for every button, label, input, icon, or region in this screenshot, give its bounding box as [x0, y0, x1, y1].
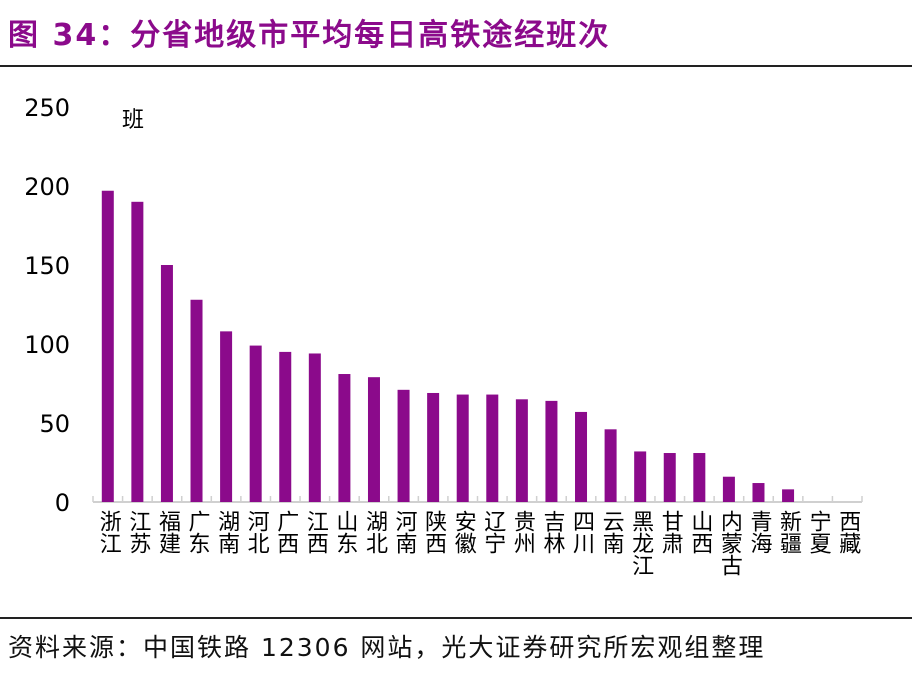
- x-tick-label: 青海: [746, 510, 772, 554]
- bar-浙江: [101, 190, 114, 503]
- bar-甘肃: [663, 453, 676, 502]
- bar-江苏: [131, 201, 144, 503]
- x-tick-label: 四川: [569, 510, 595, 554]
- x-tick-label: 内蒙古: [716, 510, 742, 576]
- bar-山西: [693, 453, 706, 502]
- bar-河北: [249, 345, 262, 502]
- y-axis-label: 班: [122, 108, 144, 133]
- bar-湖南: [220, 331, 233, 502]
- x-tick-label: 江西: [302, 510, 328, 554]
- bar-湖北: [367, 377, 380, 502]
- bar-贵州: [515, 399, 528, 502]
- bar-山东: [338, 374, 351, 502]
- x-tick-label: 山东: [332, 510, 358, 554]
- x-tick-label: 广西: [273, 510, 299, 554]
- y-tick-label: 50: [39, 410, 70, 438]
- bar-广东: [190, 299, 203, 502]
- x-tick-label: 山西: [687, 510, 713, 554]
- bar-河南: [397, 389, 410, 502]
- bar-陕西: [427, 392, 440, 502]
- bar-广西: [279, 351, 292, 502]
- bar-新疆: [782, 489, 795, 502]
- bar-福建: [160, 265, 173, 502]
- bar-吉林: [545, 400, 558, 502]
- x-tick-label: 吉林: [539, 510, 565, 554]
- source-divider: [0, 617, 912, 619]
- y-tick-label: 250: [24, 94, 70, 122]
- x-tick-label: 西藏: [835, 510, 861, 554]
- x-tick-label: 广东: [184, 510, 210, 554]
- bar-云南: [604, 429, 617, 502]
- bar-四川: [575, 411, 588, 502]
- x-tick-label: 贵州: [509, 510, 535, 554]
- chart-title: 图 34：分省地级市平均每日高铁途经班次: [8, 18, 611, 53]
- y-tick-label: 0: [55, 489, 70, 517]
- y-tick-label: 150: [24, 252, 70, 280]
- x-tick-label: 陕西: [421, 510, 447, 554]
- x-tick-label: 河南: [391, 510, 417, 554]
- bar-安徽: [456, 394, 469, 502]
- x-tick-label: 安徽: [450, 510, 476, 554]
- bar-chart: 0 50 100 150 200 250 班: [24, 94, 863, 517]
- bar-江西: [308, 353, 321, 502]
- x-tick-label: 湖南: [214, 510, 240, 554]
- x-tick-label: 新疆: [776, 510, 802, 554]
- x-tick-label: 河北: [243, 510, 269, 554]
- y-tick-label: 100: [24, 331, 70, 359]
- x-tick-label: 湖北: [361, 510, 387, 554]
- x-tick-label: 黑龙江: [628, 510, 654, 576]
- x-tick-label: 辽宁: [480, 510, 506, 554]
- x-tick-label: 江苏: [125, 510, 151, 554]
- x-tick-label: 云南: [598, 510, 624, 554]
- x-tick-label: 福建: [154, 510, 180, 554]
- x-tick-label: 浙江: [95, 510, 121, 554]
- source-note: 资料来源：中国铁路 12306 网站，光大证券研究所宏观组整理: [8, 633, 766, 662]
- bar-青海: [752, 483, 765, 502]
- x-tick-label: 甘肃: [657, 510, 683, 554]
- bar-黑龙江: [634, 451, 647, 502]
- title-divider: [0, 65, 912, 67]
- bar-内蒙古: [722, 476, 735, 502]
- bar-辽宁: [486, 394, 499, 502]
- x-tick-label: 宁夏: [805, 510, 831, 554]
- y-tick-label: 200: [24, 173, 70, 201]
